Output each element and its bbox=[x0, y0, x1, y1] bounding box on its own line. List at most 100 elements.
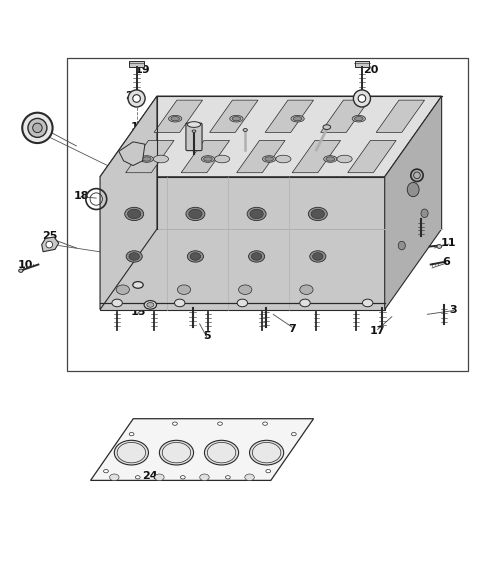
Text: 15: 15 bbox=[130, 307, 146, 317]
Text: 7: 7 bbox=[288, 324, 296, 333]
Ellipse shape bbox=[312, 253, 323, 260]
Polygon shape bbox=[265, 100, 313, 132]
Polygon shape bbox=[292, 141, 341, 173]
Ellipse shape bbox=[252, 253, 262, 260]
Ellipse shape bbox=[237, 299, 248, 307]
Ellipse shape bbox=[140, 156, 154, 162]
Ellipse shape bbox=[398, 242, 405, 250]
Ellipse shape bbox=[109, 474, 119, 481]
Ellipse shape bbox=[324, 156, 337, 162]
Ellipse shape bbox=[245, 474, 254, 481]
Text: 18: 18 bbox=[73, 191, 89, 201]
Ellipse shape bbox=[178, 285, 191, 294]
Ellipse shape bbox=[154, 155, 168, 163]
Text: 8: 8 bbox=[421, 170, 429, 179]
Text: 20: 20 bbox=[363, 65, 378, 75]
Ellipse shape bbox=[437, 244, 442, 248]
Ellipse shape bbox=[19, 269, 23, 272]
Polygon shape bbox=[384, 96, 442, 310]
Text: 19: 19 bbox=[135, 65, 151, 75]
Text: 21: 21 bbox=[125, 91, 141, 101]
Polygon shape bbox=[237, 141, 285, 173]
Ellipse shape bbox=[189, 209, 202, 219]
Ellipse shape bbox=[308, 208, 327, 221]
Text: 10: 10 bbox=[18, 260, 33, 269]
Polygon shape bbox=[119, 142, 145, 166]
Text: 22: 22 bbox=[356, 92, 371, 102]
Polygon shape bbox=[130, 61, 144, 67]
Text: 25: 25 bbox=[43, 231, 58, 241]
Ellipse shape bbox=[159, 441, 193, 465]
Polygon shape bbox=[210, 100, 258, 132]
Text: 4: 4 bbox=[250, 110, 258, 120]
Ellipse shape bbox=[352, 115, 365, 122]
Circle shape bbox=[33, 123, 42, 133]
Polygon shape bbox=[100, 177, 384, 310]
Ellipse shape bbox=[266, 469, 271, 473]
FancyBboxPatch shape bbox=[186, 123, 202, 151]
Ellipse shape bbox=[175, 299, 185, 307]
Polygon shape bbox=[355, 61, 369, 67]
Ellipse shape bbox=[192, 130, 196, 132]
Ellipse shape bbox=[276, 155, 291, 163]
Text: 14: 14 bbox=[275, 155, 290, 165]
Ellipse shape bbox=[204, 441, 239, 465]
Ellipse shape bbox=[204, 157, 212, 161]
Ellipse shape bbox=[293, 117, 302, 121]
Ellipse shape bbox=[250, 441, 284, 465]
Ellipse shape bbox=[180, 476, 185, 479]
Ellipse shape bbox=[239, 285, 252, 294]
Text: 3: 3 bbox=[450, 304, 457, 315]
Polygon shape bbox=[42, 237, 59, 252]
Text: 1: 1 bbox=[236, 115, 244, 125]
Ellipse shape bbox=[187, 251, 204, 262]
Ellipse shape bbox=[407, 183, 419, 197]
Circle shape bbox=[133, 95, 140, 102]
Circle shape bbox=[353, 90, 371, 107]
Ellipse shape bbox=[186, 208, 205, 221]
Ellipse shape bbox=[168, 115, 182, 122]
Circle shape bbox=[28, 119, 47, 137]
Ellipse shape bbox=[155, 474, 164, 481]
Text: 5: 5 bbox=[203, 331, 211, 341]
Ellipse shape bbox=[226, 476, 230, 479]
Polygon shape bbox=[321, 100, 369, 132]
Circle shape bbox=[46, 242, 53, 248]
Circle shape bbox=[128, 90, 145, 107]
Ellipse shape bbox=[129, 253, 139, 260]
Polygon shape bbox=[100, 96, 442, 177]
Ellipse shape bbox=[143, 157, 151, 161]
Ellipse shape bbox=[232, 117, 240, 121]
Ellipse shape bbox=[187, 122, 201, 128]
Ellipse shape bbox=[337, 155, 352, 163]
Ellipse shape bbox=[326, 157, 335, 161]
Ellipse shape bbox=[162, 442, 191, 463]
Ellipse shape bbox=[291, 115, 304, 122]
Ellipse shape bbox=[421, 209, 428, 218]
Ellipse shape bbox=[300, 285, 313, 294]
Circle shape bbox=[22, 113, 53, 143]
Ellipse shape bbox=[243, 129, 247, 132]
Ellipse shape bbox=[207, 442, 236, 463]
Ellipse shape bbox=[311, 209, 324, 219]
Text: 13: 13 bbox=[332, 174, 348, 184]
Polygon shape bbox=[126, 141, 174, 173]
Ellipse shape bbox=[144, 301, 156, 309]
Text: 2: 2 bbox=[426, 222, 433, 231]
Polygon shape bbox=[91, 418, 313, 480]
Text: 16: 16 bbox=[120, 284, 136, 293]
Ellipse shape bbox=[265, 157, 274, 161]
Ellipse shape bbox=[128, 209, 141, 219]
Polygon shape bbox=[100, 96, 157, 310]
Ellipse shape bbox=[249, 251, 264, 262]
Ellipse shape bbox=[171, 117, 180, 121]
Ellipse shape bbox=[247, 208, 266, 221]
Ellipse shape bbox=[114, 441, 148, 465]
Ellipse shape bbox=[129, 433, 134, 436]
Polygon shape bbox=[154, 100, 203, 132]
Ellipse shape bbox=[355, 117, 363, 121]
Ellipse shape bbox=[133, 282, 143, 288]
Text: 12: 12 bbox=[130, 122, 146, 132]
Ellipse shape bbox=[230, 115, 243, 122]
Ellipse shape bbox=[200, 474, 209, 481]
